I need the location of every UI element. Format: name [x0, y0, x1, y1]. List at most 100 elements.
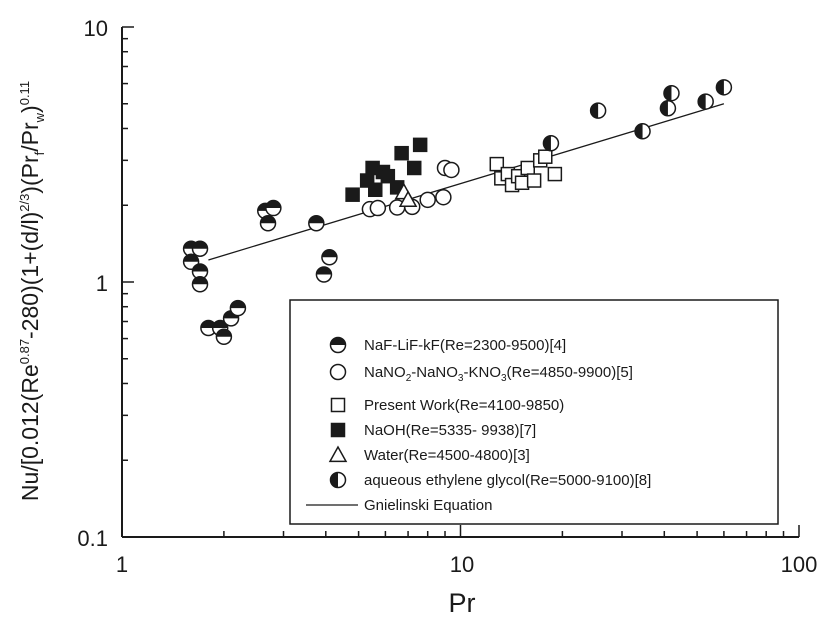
legend-marker	[328, 445, 348, 463]
marker-fill	[663, 85, 672, 101]
marker-fill	[660, 100, 668, 116]
marker-shape	[368, 182, 383, 198]
marker-shape	[489, 156, 505, 172]
data-point	[368, 182, 383, 198]
data-point	[321, 249, 338, 266]
legend: NaF-LiF-kF(Re=2300-9500)[4] NaNO2-NaNO3-…	[289, 299, 779, 525]
data-point	[520, 160, 535, 176]
legend-marker	[329, 336, 347, 354]
data-point	[229, 299, 247, 317]
legend-label: aqueous ethylene glycol(Re=5000-9100)[8]	[364, 472, 651, 489]
marker-shape	[369, 199, 387, 217]
legend-marker	[329, 363, 347, 381]
legend-label: NaNO2-NaNO3-KNO3(Re=4850-9900)[5]	[364, 364, 633, 384]
marker-fill	[192, 241, 208, 249]
marker-fill	[330, 472, 338, 488]
legend-markers	[306, 336, 358, 506]
marker-fill	[321, 249, 337, 258]
marker-shape	[443, 161, 460, 179]
marker-shape	[398, 190, 418, 207]
marker-fill	[698, 94, 706, 110]
data-point	[394, 145, 409, 161]
data-point	[435, 188, 452, 206]
data-point	[369, 199, 387, 217]
data-point	[663, 84, 680, 102]
legend-label: Water(Re=4500-4800)[3]	[364, 447, 530, 464]
marker-shape	[412, 137, 428, 153]
marker-fill	[308, 215, 324, 224]
data-point	[412, 137, 428, 153]
marker-shape	[547, 166, 563, 182]
marker-fill	[265, 200, 281, 209]
data-points	[182, 79, 733, 345]
marker-fill	[183, 254, 199, 262]
x-axis-title: Pr	[449, 588, 476, 618]
data-point	[443, 161, 460, 179]
data-point	[589, 102, 607, 119]
data-point	[345, 187, 360, 202]
marker-fill	[716, 79, 724, 95]
marker-fill	[543, 135, 551, 151]
data-point	[259, 214, 277, 232]
data-point	[191, 275, 209, 293]
marker-shape	[520, 160, 535, 176]
data-point	[547, 166, 563, 182]
legend-marker	[330, 422, 346, 438]
marker-shape	[345, 187, 360, 202]
marker-shape	[330, 422, 346, 438]
data-point	[514, 175, 530, 191]
x-tick-label: 1	[116, 552, 128, 577]
legend-frame	[289, 299, 779, 525]
data-point	[406, 160, 422, 176]
legend-label: NaF-LiF-kF(Re=2300-9500)[4]	[364, 337, 566, 354]
marker-fill	[330, 337, 346, 345]
data-point	[697, 93, 714, 110]
marker-fill	[192, 276, 208, 285]
marker-fill	[590, 103, 599, 119]
data-point	[542, 135, 560, 152]
y-tick-label: 0.1	[77, 526, 108, 551]
marker-fill	[216, 329, 232, 337]
data-point	[489, 156, 505, 172]
marker-shape	[394, 145, 409, 161]
data-point	[308, 214, 325, 232]
marker-shape	[514, 175, 530, 191]
marker-shape	[538, 149, 553, 164]
data-point	[398, 190, 418, 207]
y-axis-title: Nu/[0.012(Re0.87-280)(1+(d/l)2/3)(Prf/Pr…	[17, 81, 47, 501]
legend-label: Present Work(Re=4100-9850)	[364, 397, 564, 414]
marker-shape	[380, 168, 396, 184]
x-tick-label: 100	[781, 552, 818, 577]
data-point	[715, 79, 733, 96]
marker-fill	[635, 123, 643, 139]
data-point	[634, 123, 651, 140]
marker-fill	[260, 215, 276, 224]
data-point	[419, 191, 436, 209]
marker-fill	[230, 300, 246, 309]
data-point	[538, 149, 553, 164]
marker-shape	[330, 397, 346, 413]
data-point	[526, 173, 542, 188]
data-point	[191, 263, 209, 280]
marker-shape	[419, 191, 436, 209]
marker-shape	[406, 160, 422, 176]
y-tick-label: 10	[84, 16, 108, 41]
marker-shape	[435, 188, 452, 206]
x-tick-label: 10	[450, 552, 474, 577]
legend-marker	[330, 397, 346, 413]
y-tick-label: 1	[96, 271, 108, 296]
data-point	[215, 328, 233, 345]
marker-shape	[526, 173, 542, 188]
data-point	[191, 240, 209, 258]
marker-fill	[192, 263, 208, 272]
data-point	[380, 168, 396, 184]
axes	[121, 26, 800, 538]
data-point	[315, 266, 333, 283]
data-point	[265, 199, 282, 217]
data-point	[659, 100, 677, 117]
marker-fill	[316, 267, 332, 275]
marker-shape	[328, 445, 348, 463]
legend-marker	[329, 471, 347, 489]
marker-shape	[329, 363, 347, 381]
